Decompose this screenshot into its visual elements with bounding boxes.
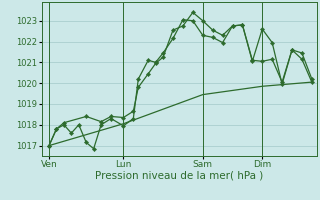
X-axis label: Pression niveau de la mer( hPa ): Pression niveau de la mer( hPa )	[95, 171, 263, 181]
